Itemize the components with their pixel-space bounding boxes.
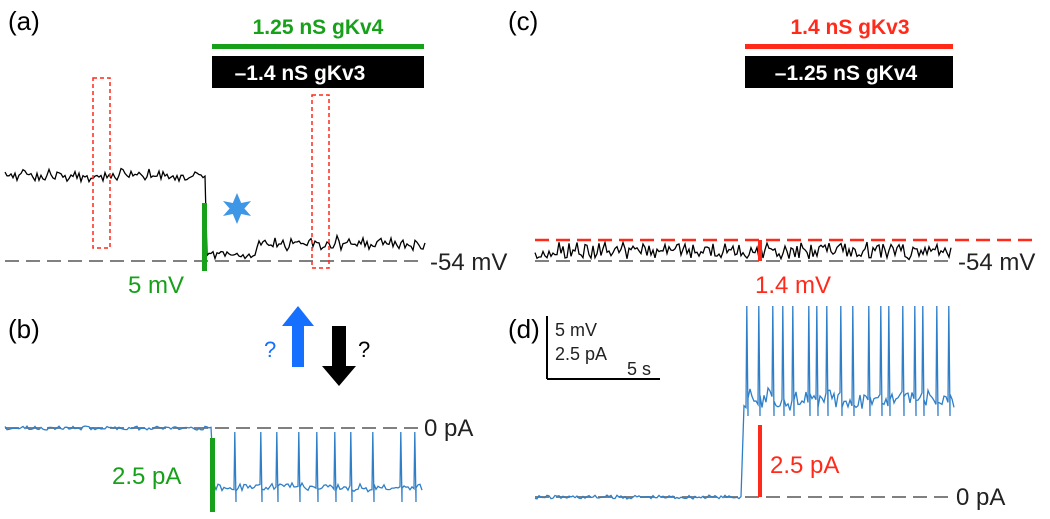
- panel-d-current-trace: [534, 305, 955, 500]
- panel-a-gkv3-box: [212, 56, 424, 88]
- panel-a-highlight-box-1: [92, 77, 111, 249]
- panel-c: (c) 1.4 nS gKv3 –1.25 nS gKv4 -54 mV 1.4…: [508, 6, 1035, 299]
- panel-a-resting-label: -54 mV: [430, 249, 507, 276]
- panel-a-scale-label: 5 mV: [128, 272, 184, 299]
- star-icon: [223, 193, 251, 224]
- panel-c-scale-bar: [758, 240, 762, 261]
- panel-b-question-down: ?: [358, 337, 370, 362]
- panel-d-zero-label: 0 pA: [956, 484, 1005, 511]
- panel-a-gkv3-label: –1.4 nS gKv3: [235, 62, 366, 85]
- panel-a-scale-bar: [202, 203, 207, 271]
- panel-d-label: (d): [508, 314, 540, 344]
- panel-d-scale-label: 2.5 pA: [770, 452, 839, 479]
- panel-a-label: (a): [8, 6, 40, 36]
- panel-b-question-up: ?: [264, 337, 276, 362]
- panel-c-resting-label: -54 mV: [958, 249, 1035, 276]
- arrow-up-icon: [282, 306, 314, 367]
- panel-a-highlight-box-2: [311, 94, 330, 269]
- panel-c-gkv4-box: [745, 56, 953, 88]
- panel-c-gkv4-label: –1.25 nS gKv4: [775, 62, 918, 85]
- panel-c-gkv3-label: 1.4 nS gKv3: [790, 16, 909, 39]
- panel-d-scalebar-time: 5 s: [627, 359, 651, 379]
- panel-c-label: (c): [508, 6, 538, 36]
- panel-a-gkv4-label: 1.25 nS gKv4: [253, 16, 384, 39]
- panel-c-voltage-trace: [534, 239, 952, 261]
- panel-a-voltage-trace: [4, 167, 426, 261]
- panel-c-gkv3-bar: [745, 44, 953, 49]
- panel-d: (d) 5 mV 2.5 pA 5 s 0 pA 2.5 pA: [508, 305, 1005, 511]
- panel-b-scale-label: 2.5 pA: [112, 463, 181, 490]
- panel-b-zero-label: 0 pA: [424, 415, 473, 442]
- panel-c-scale-label: 1.4 mV: [755, 272, 831, 299]
- panel-b-label: (b): [8, 314, 40, 344]
- panel-a: (a) 1.25 nS gKv4 –1.4 nS gKv3 -54 mV 5 m…: [4, 6, 507, 299]
- panel-a-gkv4-bar: [212, 44, 424, 49]
- panel-d-scale-bar: [758, 425, 762, 497]
- panel-d-scalebar-voltage: 5 mV: [555, 320, 597, 340]
- panel-b-scale-bar: [210, 438, 215, 512]
- panel-b: (b) 0 pA 2.5 pA ? ?: [4, 306, 473, 512]
- arrow-down-icon: [322, 326, 356, 386]
- panel-d-scalebar-current: 2.5 pA: [555, 344, 607, 364]
- panel-b-current-trace: [4, 424, 423, 503]
